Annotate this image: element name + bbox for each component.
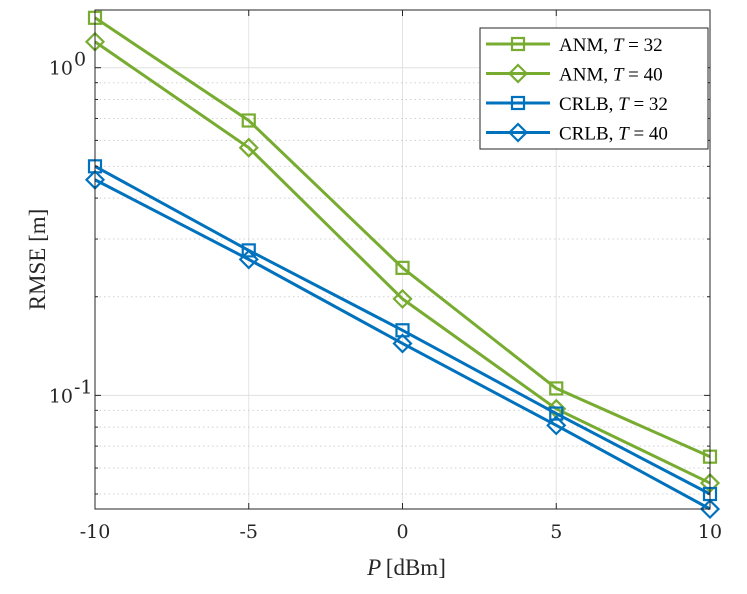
legend-item-crlb-t-32: CRLB, T = 32 [486, 94, 668, 115]
data-point-anm-t-32 [549, 381, 564, 396]
legend-item-crlb-t-40: CRLB, T = 40 [486, 122, 668, 145]
x-tick-label: 0 [396, 521, 408, 543]
data-point-crlb-t-40 [699, 498, 721, 520]
y-tick-exponent: 0 [74, 49, 86, 71]
data-point-anm-t-40 [392, 288, 413, 309]
legend-label: ANM, T = 32 [559, 35, 663, 56]
legend-marker [510, 95, 526, 111]
legend-label: ANM, T = 40 [559, 65, 663, 86]
legend-box [479, 27, 709, 150]
series-line-anm-t-32 [94, 16, 711, 459]
series-line-crlb-t-32 [94, 165, 711, 496]
legend-item-anm-t-32: ANM, T = 32 [486, 35, 663, 56]
series-layer [84, 10, 721, 520]
legend-label: CRLB, T = 32 [559, 94, 668, 115]
x-tick-label: 10 [698, 521, 722, 543]
series-line-crlb-t-40 [94, 178, 711, 511]
legend-marker [510, 36, 526, 52]
data-point-crlb-t-40 [392, 333, 413, 354]
data-point-crlb-t-40 [238, 249, 259, 270]
data-point-anm-t-32 [395, 260, 410, 275]
x-axis-label: P [dBm] [366, 555, 446, 580]
data-point-anm-t-32 [241, 113, 256, 128]
data-point-crlb-t-40 [546, 415, 567, 436]
y-tick-label: 10 [49, 58, 73, 80]
data-point-crlb-t-32 [241, 243, 256, 258]
y-tick-exponent: -1 [74, 376, 93, 398]
legend: ANM, T = 32 ANM, T = 40 CRLB, T = 32 CRLB, … [479, 27, 709, 150]
series-line-anm-t-40 [94, 40, 711, 485]
legend-marker [507, 122, 529, 143]
x-tick-label: -5 [239, 521, 258, 543]
y-tick-label: 10 [49, 385, 73, 407]
data-point-anm-t-40 [238, 137, 259, 158]
x-tick-label: -10 [80, 521, 111, 543]
legend-marker [507, 63, 529, 84]
axis-labels: P [dBm] RMSE [m] [25, 209, 446, 580]
data-point-crlb-t-32 [549, 406, 564, 421]
legend-label: CRLB, T = 40 [559, 124, 668, 145]
y-axis-label: RMSE [m] [25, 209, 50, 311]
legend-item-anm-t-40: ANM, T = 40 [486, 63, 663, 86]
x-tick-label: 5 [550, 521, 562, 543]
